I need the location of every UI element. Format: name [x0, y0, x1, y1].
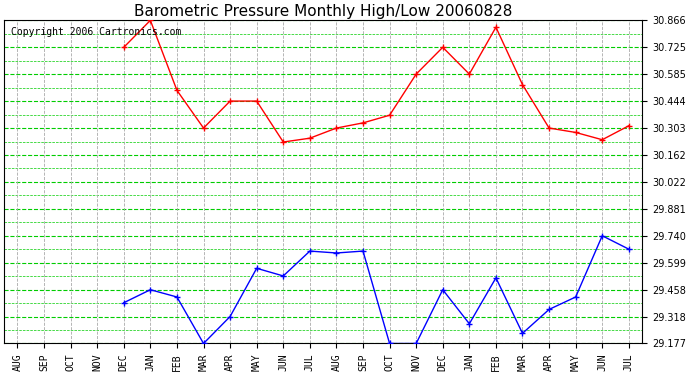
Title: Barometric Pressure Monthly High/Low 20060828: Barometric Pressure Monthly High/Low 200…	[134, 4, 513, 19]
Text: Copyright 2006 Cartronics.com: Copyright 2006 Cartronics.com	[10, 27, 181, 37]
